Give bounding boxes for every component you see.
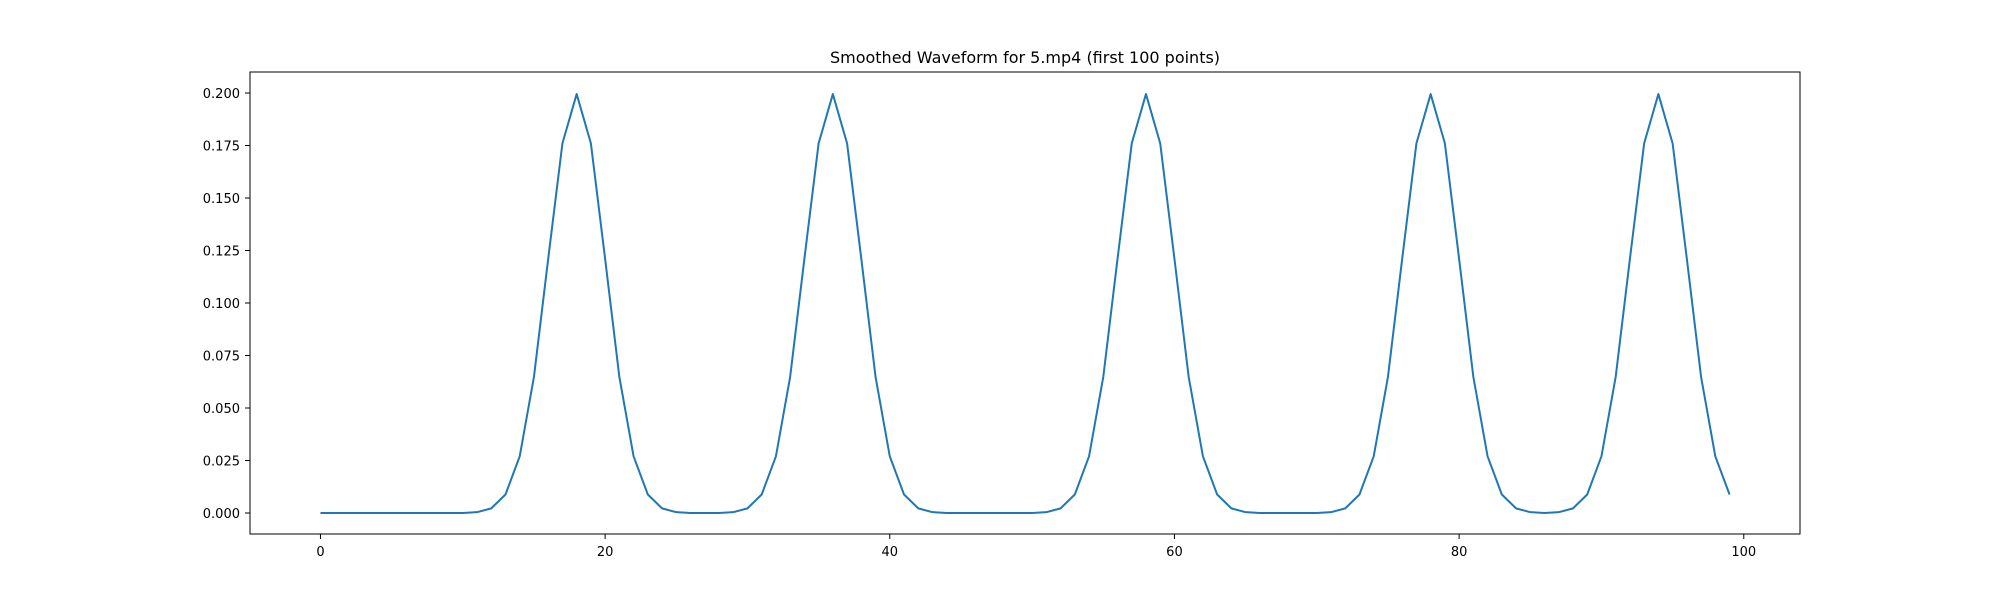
plot-area xyxy=(320,93,1731,514)
y-tick-label: 0.050 xyxy=(203,402,240,417)
x-tick-label: 100 xyxy=(1731,545,1756,560)
x-tick-label: 60 xyxy=(1166,545,1183,560)
y-axis: 0.000 0.025 0.050 0.075 0.100 0.125 0.150 0.175… xyxy=(203,87,250,522)
x-axis: 0 20 40 60 80 100 xyxy=(316,534,1756,560)
y-tick-label: 0.075 xyxy=(203,350,240,365)
y-tick-label: 0.125 xyxy=(203,245,240,260)
x-tick-label: 20 xyxy=(597,545,614,560)
x-tick-label: 40 xyxy=(882,545,899,560)
y-tick-label: 0.150 xyxy=(203,192,240,207)
waveform-line xyxy=(320,93,1731,514)
y-tick-label: 0.000 xyxy=(203,507,240,522)
x-tick-label: 80 xyxy=(1451,545,1468,560)
y-tick-label: 0.175 xyxy=(203,140,240,155)
x-tick-label: 0 xyxy=(316,545,324,560)
chart-title: Smoothed Waveform for 5.mp4 (first 100 p… xyxy=(830,48,1220,67)
y-tick-label: 0.200 xyxy=(203,87,240,102)
y-tick-label: 0.100 xyxy=(203,297,240,312)
y-tick-label: 0.025 xyxy=(203,455,240,470)
